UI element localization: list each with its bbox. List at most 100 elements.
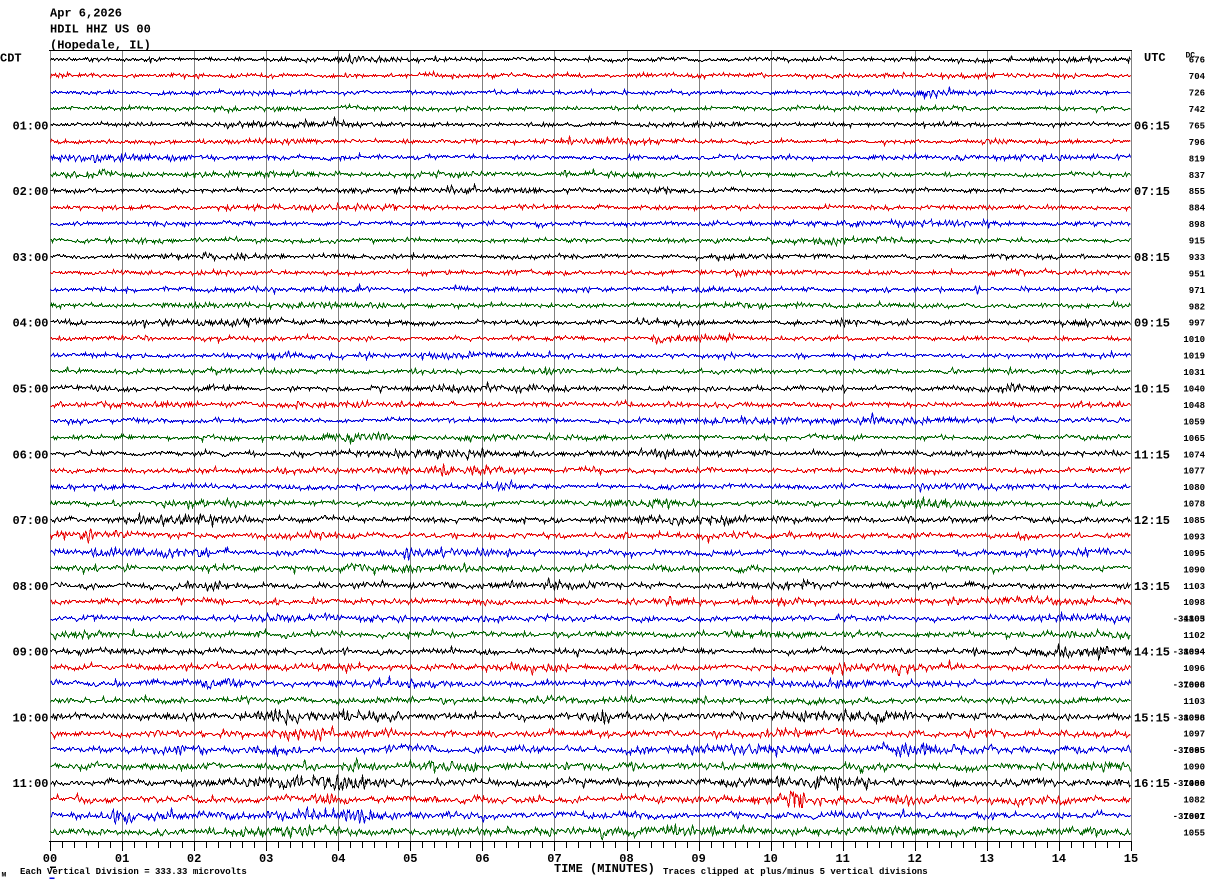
svg-text:-38634: -38634 bbox=[1173, 648, 1206, 658]
svg-text:08:00: 08:00 bbox=[12, 580, 48, 594]
svg-text:982: 982 bbox=[1189, 302, 1205, 312]
svg-text:1086: 1086 bbox=[1183, 779, 1205, 789]
svg-text:704: 704 bbox=[1189, 72, 1206, 82]
svg-text:15:15: 15:15 bbox=[1134, 711, 1170, 725]
svg-text:1055: 1055 bbox=[1183, 828, 1205, 838]
svg-text:10:15: 10:15 bbox=[1134, 383, 1170, 397]
svg-text:11:00: 11:00 bbox=[12, 777, 48, 791]
svg-text:09: 09 bbox=[691, 852, 705, 866]
svg-text:10:00: 10:00 bbox=[12, 711, 48, 725]
svg-text:1065: 1065 bbox=[1183, 434, 1205, 444]
svg-text:819: 819 bbox=[1189, 154, 1205, 164]
svg-text:15: 15 bbox=[1124, 852, 1138, 866]
svg-text:Traces clipped at plus/minus 5: Traces clipped at plus/minus 5 vertical … bbox=[663, 867, 928, 877]
svg-text:TIME (MINUTES): TIME (MINUTES) bbox=[554, 862, 655, 876]
svg-text:1059: 1059 bbox=[1183, 417, 1205, 427]
svg-text:971: 971 bbox=[1189, 286, 1206, 296]
svg-text:742: 742 bbox=[1189, 105, 1205, 115]
svg-text:CDT: CDT bbox=[0, 52, 22, 66]
svg-text:1096: 1096 bbox=[1183, 664, 1205, 674]
svg-text:1102: 1102 bbox=[1183, 631, 1205, 641]
svg-text:796: 796 bbox=[1189, 138, 1205, 148]
svg-text:898: 898 bbox=[1189, 220, 1205, 230]
svg-text:01:00: 01:00 bbox=[12, 120, 48, 134]
svg-text:1094: 1094 bbox=[1183, 648, 1205, 658]
svg-text:16:15: 16:15 bbox=[1134, 777, 1170, 791]
svg-text:-37400: -37400 bbox=[1173, 779, 1205, 789]
svg-text:1095: 1095 bbox=[1183, 549, 1205, 559]
svg-text:1103: 1103 bbox=[1183, 697, 1205, 707]
svg-text:726: 726 bbox=[1189, 89, 1205, 99]
svg-text:1031: 1031 bbox=[1183, 368, 1205, 378]
svg-text:14:15: 14:15 bbox=[1134, 646, 1170, 660]
svg-text:UTC: UTC bbox=[1144, 51, 1166, 65]
svg-text:07: 07 bbox=[547, 852, 561, 866]
svg-text:13:15: 13:15 bbox=[1134, 580, 1170, 594]
svg-text:Each Vertical Division = 333.: Each Vertical Division = 333.33 microvol… bbox=[20, 867, 247, 877]
svg-text:1103: 1103 bbox=[1183, 582, 1205, 592]
svg-text:997: 997 bbox=[1189, 319, 1205, 329]
svg-text:1091: 1091 bbox=[1183, 812, 1205, 822]
svg-text:1093: 1093 bbox=[1183, 533, 1205, 543]
svg-text:06:15: 06:15 bbox=[1134, 120, 1170, 134]
svg-text:11: 11 bbox=[835, 852, 849, 866]
svg-text:837: 837 bbox=[1189, 171, 1205, 181]
svg-text:02: 02 bbox=[187, 852, 201, 866]
svg-text:1097: 1097 bbox=[1183, 730, 1205, 740]
svg-text:1048: 1048 bbox=[1183, 401, 1205, 411]
svg-text:12:15: 12:15 bbox=[1134, 514, 1170, 528]
svg-text:884: 884 bbox=[1189, 204, 1206, 214]
svg-text:1098: 1098 bbox=[1183, 598, 1205, 608]
svg-text:08:15: 08:15 bbox=[1134, 251, 1170, 265]
svg-text:1090: 1090 bbox=[1183, 565, 1205, 575]
svg-text:-37608: -37608 bbox=[1173, 680, 1205, 690]
svg-text:676: 676 bbox=[1189, 56, 1205, 66]
svg-text:1074: 1074 bbox=[1183, 450, 1205, 460]
svg-text:-37607: -37607 bbox=[1173, 812, 1205, 822]
svg-text:1098: 1098 bbox=[1183, 713, 1205, 723]
svg-text:06: 06 bbox=[475, 852, 489, 866]
svg-text:14: 14 bbox=[1052, 852, 1066, 866]
svg-text:1010: 1010 bbox=[1183, 335, 1205, 345]
svg-text:1040: 1040 bbox=[1183, 385, 1205, 395]
svg-text:02:00: 02:00 bbox=[12, 185, 48, 199]
svg-text:1019: 1019 bbox=[1183, 352, 1205, 362]
svg-text:765: 765 bbox=[1189, 122, 1205, 132]
svg-text:05: 05 bbox=[403, 852, 417, 866]
svg-text:1090: 1090 bbox=[1183, 763, 1205, 773]
svg-text:04: 04 bbox=[331, 852, 345, 866]
svg-text:1096: 1096 bbox=[1183, 680, 1205, 690]
svg-text:1082: 1082 bbox=[1183, 796, 1205, 806]
svg-text:10: 10 bbox=[763, 852, 777, 866]
svg-text:09:15: 09:15 bbox=[1134, 317, 1170, 331]
svg-text:1085: 1085 bbox=[1183, 516, 1205, 526]
svg-text:03: 03 bbox=[259, 852, 273, 866]
svg-text:м: м bbox=[2, 871, 7, 880]
svg-text:1078: 1078 bbox=[1183, 500, 1205, 510]
svg-text:HDIL HHZ US 00: HDIL HHZ US 00 bbox=[50, 23, 151, 37]
svg-text:1077: 1077 bbox=[1183, 467, 1205, 477]
svg-text:1103: 1103 bbox=[1183, 615, 1205, 625]
svg-text:-38056: -38056 bbox=[1173, 713, 1205, 723]
svg-text:-37685: -37685 bbox=[1173, 746, 1205, 756]
svg-text:12: 12 bbox=[908, 852, 922, 866]
svg-text:01: 01 bbox=[115, 852, 129, 866]
svg-text:04:00: 04:00 bbox=[12, 317, 48, 331]
svg-text:11:15: 11:15 bbox=[1134, 448, 1170, 462]
svg-text:08: 08 bbox=[619, 852, 633, 866]
svg-text:1095: 1095 bbox=[1183, 746, 1205, 756]
svg-text:06:00: 06:00 bbox=[12, 448, 48, 462]
svg-text:933: 933 bbox=[1189, 253, 1205, 263]
svg-text:951: 951 bbox=[1189, 269, 1206, 279]
svg-text:-34805: -34805 bbox=[1173, 615, 1205, 625]
svg-text:13: 13 bbox=[980, 852, 994, 866]
svg-text:(Hopedale, IL): (Hopedale, IL) bbox=[50, 39, 151, 53]
svg-text:Apr 6,2026: Apr 6,2026 bbox=[50, 7, 122, 21]
svg-text:855: 855 bbox=[1189, 187, 1205, 197]
svg-text:DC: DC bbox=[1186, 52, 1196, 61]
svg-text:07:15: 07:15 bbox=[1134, 185, 1170, 199]
svg-text:00: 00 bbox=[43, 852, 57, 866]
svg-text:03:00: 03:00 bbox=[12, 251, 48, 265]
svg-text:09:00: 09:00 bbox=[12, 646, 48, 660]
svg-text:915: 915 bbox=[1189, 237, 1205, 247]
